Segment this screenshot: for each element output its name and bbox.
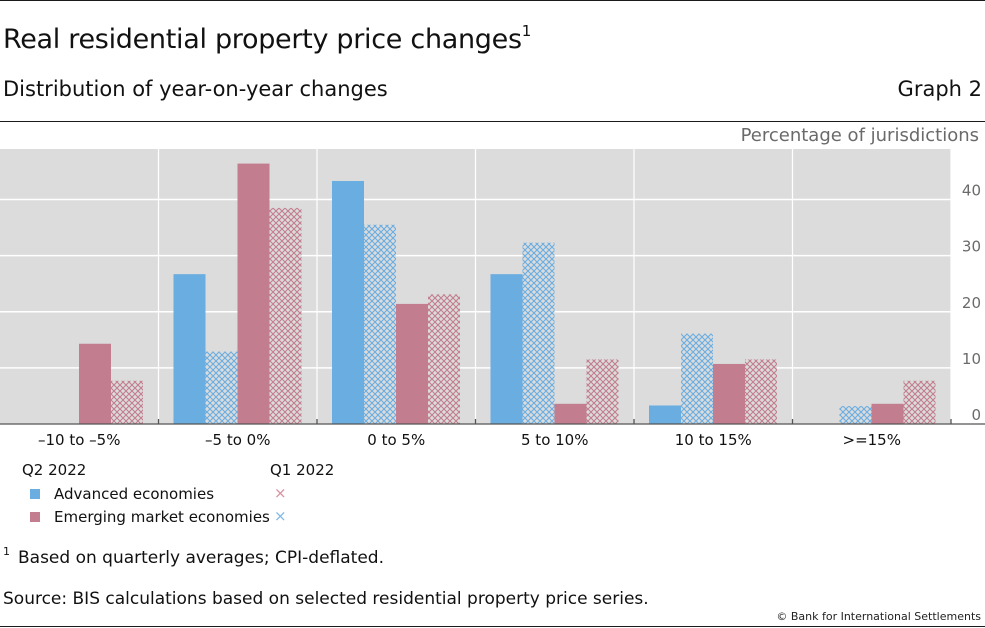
y-tick-label: 20 <box>962 294 981 312</box>
chart-subtitle: Distribution of year-on-year changes <box>3 77 388 101</box>
y-axis-ticks: 0 10 20 30 40 <box>962 182 981 424</box>
bar: Emerging market economies (Q2 2022) 0 to… <box>396 303 428 424</box>
x-axis <box>0 419 985 425</box>
footnote: 1 Based on quarterly averages; CPI-deflat… <box>3 545 384 568</box>
source-note: Source: BIS calculations based on select… <box>3 589 649 609</box>
legend-swatch-advanced <box>30 489 40 499</box>
bar: Advanced economies (Q2 2022) 0 to 5%: 43… <box>332 180 364 424</box>
bar: Emerging market economies (Q1 2022) 0 to… <box>428 294 460 424</box>
bar: Advanced economies (Q1 2022) 10 to 15%: … <box>681 333 713 424</box>
graph-number: Graph 2 <box>897 77 982 101</box>
chart-title: Real residential property price changes1 <box>3 22 531 55</box>
footnote-marker: 1 <box>3 545 10 558</box>
legend-q1-marker-emerging: × <box>274 507 287 525</box>
x-axis-labels: –10 to –5% –5 to 0% 0 to 5% 5 to 10% 10 to 1… <box>38 431 901 449</box>
bar: Advanced economies (Q1 2022) >=15%: 3.2 <box>839 406 872 424</box>
legend-item-emerging: Emerging market economies <box>30 508 270 526</box>
bar-chart: Emerging market economies (Q2 2022) –10 … <box>0 149 985 449</box>
x-category-label: –5 to 0% <box>205 431 270 449</box>
x-category-label: 5 to 10% <box>521 431 588 449</box>
y-tick-label: 40 <box>962 182 981 200</box>
gridlines <box>0 149 985 424</box>
x-category-label: >=15% <box>843 431 901 449</box>
y-tick-label: 0 <box>971 406 981 424</box>
bar: Emerging market economies (Q2 2022) –10 … <box>79 343 111 424</box>
bar: Advanced economies (Q1 2022) 5 to 10%: 3… <box>522 242 555 424</box>
bar: Emerging market economies (Q1 2022) 5 to… <box>586 359 619 424</box>
bar: Emerging market economies (Q2 2022) 10 t… <box>713 363 745 424</box>
bar: Emerging market economies (Q1 2022) –10 … <box>111 380 143 424</box>
header-rule <box>0 121 985 122</box>
bar: Advanced economies (Q2 2022) 10 to 15%: … <box>649 405 681 424</box>
bars: Emerging market economies (Q2 2022) –10 … <box>79 163 936 424</box>
footnote-text: Based on quarterly averages; CPI-deflate… <box>18 548 384 568</box>
x-category-label: 0 to 5% <box>367 431 425 449</box>
bottom-rule <box>0 626 985 627</box>
bar: Emerging market economies (Q1 2022) >=15… <box>903 380 936 424</box>
bar: Emerging market economies (Q2 2022) 5 to… <box>554 403 587 424</box>
bar: Advanced economies (Q1 2022) –5 to 0%: 1… <box>205 351 238 424</box>
copyright: © Bank for International Settlements <box>776 610 981 623</box>
top-rule <box>0 0 985 1</box>
bar: Emerging market economies (Q1 2022) –5 t… <box>269 207 302 424</box>
bar: Emerging market economies (Q2 2022) >=15… <box>871 403 904 424</box>
legend-swatch-emerging <box>30 512 40 522</box>
x-category-label: 10 to 15% <box>675 431 752 449</box>
legend-item-advanced: Advanced economies <box>30 485 214 503</box>
legend-label-emerging: Emerging market economies <box>54 508 270 526</box>
bar: Emerging market economies (Q2 2022) –5 t… <box>237 163 270 424</box>
y-tick-label: 30 <box>962 238 981 256</box>
y-axis-unit-label: Percentage of jurisdictions <box>740 125 979 146</box>
legend-header-q2: Q2 2022 <box>22 461 87 479</box>
title-footnote-ref: 1 <box>521 22 532 40</box>
y-tick-label: 10 <box>962 350 981 368</box>
bar: Advanced economies (Q2 2022) 5 to 10%: 2… <box>490 274 523 424</box>
bar: Advanced economies (Q2 2022) –5 to 0%: 2… <box>173 274 206 424</box>
legend-q1-marker-advanced: × <box>274 484 287 502</box>
bar: Advanced economies (Q1 2022) 0 to 5%: 35… <box>364 224 396 424</box>
legend-label-advanced: Advanced economies <box>54 485 215 503</box>
x-category-label: –10 to –5% <box>38 431 120 449</box>
legend-header-q1: Q1 2022 <box>270 461 335 479</box>
bar: Emerging market economies (Q1 2022) 10 t… <box>745 359 777 424</box>
